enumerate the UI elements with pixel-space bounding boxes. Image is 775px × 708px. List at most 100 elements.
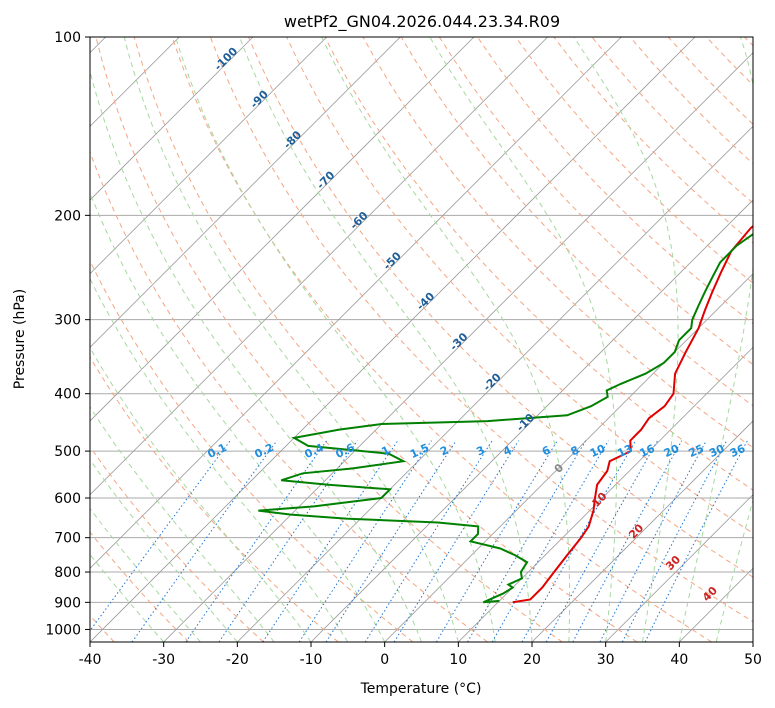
- mixing-ratio-line: [572, 440, 683, 642]
- moist-adiabat: [715, 498, 753, 642]
- x-tick-label: -20: [226, 652, 249, 668]
- dry-adiabat: [90, 445, 264, 642]
- isotherm-line: [531, 420, 753, 642]
- mixing-ratio-line: [491, 440, 609, 642]
- mixing-ratio-label: 1.5: [408, 441, 431, 461]
- mixing-ratio-line: [644, 440, 748, 642]
- mixing-ratio-line: [545, 440, 659, 642]
- moist-adiabat: [90, 277, 349, 642]
- dry-adiabat-label: -80: [281, 128, 304, 151]
- y-tick-label: 400: [54, 387, 81, 403]
- moist-adiabat: [90, 553, 165, 642]
- dry-adiabat: [400, 37, 753, 407]
- dry-adiabat: [209, 37, 753, 623]
- temperature-line: [512, 224, 753, 604]
- dry-adiabat: [744, 37, 753, 47]
- mixing-ratio-line: [185, 440, 328, 642]
- dry-adiabat-label: -10: [514, 411, 537, 434]
- mixing-ratio-label: 13: [615, 442, 634, 460]
- moist-adiabat: [90, 458, 238, 642]
- mixing-ratio-label: 36: [728, 442, 748, 460]
- dry-adiabat: [133, 37, 638, 642]
- isotherm-line: [90, 37, 327, 275]
- moist-adiabat: [90, 69, 422, 642]
- dry-adiabat: [95, 37, 563, 642]
- mixing-ratio-label: 25: [687, 442, 706, 460]
- dry-adiabat-label: -90: [248, 88, 271, 111]
- isotherm-line: [90, 37, 696, 642]
- isotherm-line: [679, 567, 753, 642]
- moist-adiabat: [90, 191, 386, 642]
- moist-adiabat-label: 40: [700, 584, 720, 604]
- mixing-ratio-line: [364, 440, 493, 642]
- isotherm-line: [310, 199, 753, 642]
- x-tick-label: -30: [152, 652, 175, 668]
- y-tick-label: 100: [54, 30, 81, 46]
- background-lines: [90, 37, 753, 642]
- dry-adiabat: [591, 37, 753, 204]
- isotherm-line: [90, 37, 254, 201]
- x-tick-label: -10: [300, 652, 323, 668]
- mixing-ratio-label: 20: [662, 442, 682, 460]
- isotherm-line: [237, 125, 753, 642]
- mixing-ratio-line: [90, 440, 231, 632]
- dry-adiabat: [171, 37, 712, 642]
- mixing-ratio-line: [262, 440, 399, 642]
- mixing-ratio-label: 16: [638, 442, 658, 460]
- isotherm-line: [90, 37, 475, 422]
- y-tick-label: 600: [54, 491, 81, 507]
- mixing-ratio-line: [599, 440, 707, 642]
- dry-adiabat: [90, 531, 190, 642]
- chart-title: wetPf2_GN04.2026.044.23.34.R09: [284, 12, 560, 32]
- y-tick-label: 500: [54, 444, 81, 460]
- isotherm-line: [384, 273, 753, 642]
- moist-adiabat: [90, 346, 312, 642]
- mixing-ratio-label: 30: [707, 442, 727, 460]
- y-tick-label: 900: [54, 595, 81, 611]
- mixing-ratio-line: [325, 440, 457, 642]
- mixing-ratio-line: [521, 440, 637, 642]
- dry-adiabat-label: -100: [212, 44, 241, 73]
- y-tick-label: 800: [54, 565, 81, 581]
- isotherm-line: [605, 494, 753, 642]
- x-axis-label: Temperature (°C): [360, 681, 482, 697]
- x-tick-label: 50: [744, 652, 762, 668]
- moist-adiabat: [239, 37, 533, 642]
- dry-adiabat-label: -40: [414, 290, 437, 313]
- x-tick-label: 40: [670, 652, 688, 668]
- y-tick-label: 200: [54, 208, 81, 224]
- dry-adiabat: [667, 37, 753, 125]
- isotherm-line: [90, 37, 622, 569]
- line-labels: 0.1 0.2 0.4 0.6 1 1.5 2 3 4 6 8 10 13 16 20 25 30 36-100-…: [206, 44, 748, 604]
- y-axis-label: Pressure (hPa): [12, 289, 28, 389]
- mixing-ratio-label: 10: [588, 442, 608, 460]
- dry-adiabat-label: -50: [381, 249, 404, 272]
- isotherm-line: [163, 52, 753, 642]
- mixing-ratio-label: 0.2: [253, 441, 276, 461]
- y-tick-label: 1000: [45, 622, 81, 638]
- x-tick-label: -40: [79, 652, 102, 668]
- dry-adiabat: [90, 259, 414, 642]
- plot-frame: [89, 36, 754, 643]
- dry-adiabat-label: -20: [481, 370, 504, 393]
- isotherm-line: [90, 37, 401, 348]
- isotherm-line: [458, 346, 753, 642]
- mixing-ratio-label: 0.1: [206, 441, 229, 461]
- x-tick-label: 0: [380, 652, 389, 668]
- mixing-ratio-line: [435, 440, 558, 642]
- moist-adiabat: [175, 37, 496, 642]
- dry-adiabat-label: -30: [447, 330, 470, 353]
- isotherm-line: [752, 641, 753, 642]
- dry-adiabat: [90, 150, 488, 642]
- x-tick-label: 30: [597, 652, 615, 668]
- dewpoint-line: [258, 232, 753, 604]
- y-tick-label: 700: [54, 531, 81, 547]
- dry-adiabat-label: -60: [347, 209, 370, 232]
- mixing-ratio-line: [131, 440, 278, 642]
- mixing-ratio-line: [393, 440, 520, 642]
- moist-adiabat-label: 20: [626, 521, 646, 541]
- moist-adiabat: [573, 37, 679, 642]
- moist-adiabat: [429, 37, 617, 642]
- dry-adiabat: [286, 37, 753, 534]
